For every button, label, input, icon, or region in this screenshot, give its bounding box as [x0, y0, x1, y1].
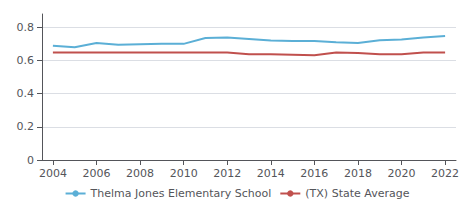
svg-text:2012: 2012 [213, 167, 241, 180]
svg-text:0.4: 0.4 [17, 87, 35, 100]
svg-text:2018: 2018 [344, 167, 372, 180]
svg-text:2014: 2014 [257, 167, 285, 180]
svg-text:2022: 2022 [431, 167, 459, 180]
svg-text:0.2: 0.2 [17, 120, 35, 133]
svg-text:(TX) State Average: (TX) State Average [305, 187, 409, 200]
svg-text:2006: 2006 [82, 167, 110, 180]
svg-text:2010: 2010 [170, 167, 198, 180]
svg-text:0.6: 0.6 [17, 54, 35, 67]
svg-text:2008: 2008 [126, 167, 154, 180]
svg-text:Thelma Jones Elementary School: Thelma Jones Elementary School [90, 187, 272, 200]
svg-text:2016: 2016 [300, 167, 328, 180]
svg-text:0.8: 0.8 [17, 21, 35, 34]
svg-text:2004: 2004 [39, 167, 67, 180]
svg-text:2020: 2020 [388, 167, 416, 180]
svg-text:0: 0 [27, 154, 34, 167]
